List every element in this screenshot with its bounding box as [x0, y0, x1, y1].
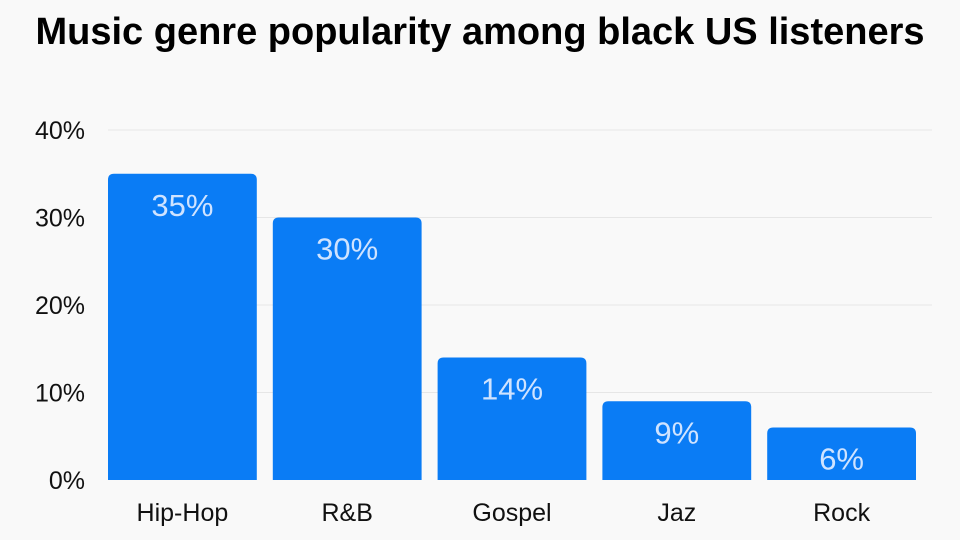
y-axis-ticks: 0% 10% 20% 30% 40% — [35, 117, 85, 495]
chart-title: Music genre popularity among black US li… — [35, 11, 925, 53]
data-label-4: 6% — [819, 442, 864, 477]
bar-hip-hop — [108, 173, 257, 480]
y-tick-label-2: 20% — [35, 292, 85, 320]
y-tick-label-3: 30% — [35, 205, 85, 233]
data-labels: 35% 30% 14% 9% 6% — [151, 188, 864, 477]
y-tick-label-4: 40% — [35, 117, 85, 145]
category-label-0: Hip-Hop — [137, 499, 229, 527]
y-tick-label-1: 10% — [35, 380, 85, 408]
bar-rock — [767, 427, 916, 480]
bar-jaz — [602, 401, 752, 480]
data-label-2: 14% — [481, 372, 543, 407]
category-label-2: Gospel — [472, 499, 551, 527]
data-label-1: 30% — [316, 232, 378, 267]
data-label-3: 9% — [654, 415, 699, 450]
category-label-4: Rock — [813, 499, 870, 527]
y-tick-label-0: 0% — [49, 467, 85, 495]
category-label-1: R&B — [321, 499, 372, 527]
bar-gospel — [437, 357, 587, 480]
bars — [108, 173, 916, 480]
bar-r-b — [272, 217, 422, 480]
data-label-0: 35% — [151, 188, 213, 223]
x-axis-categories: Hip-Hop R&B Gospel Jaz Rock — [137, 499, 871, 527]
category-label-3: Jaz — [657, 499, 696, 527]
